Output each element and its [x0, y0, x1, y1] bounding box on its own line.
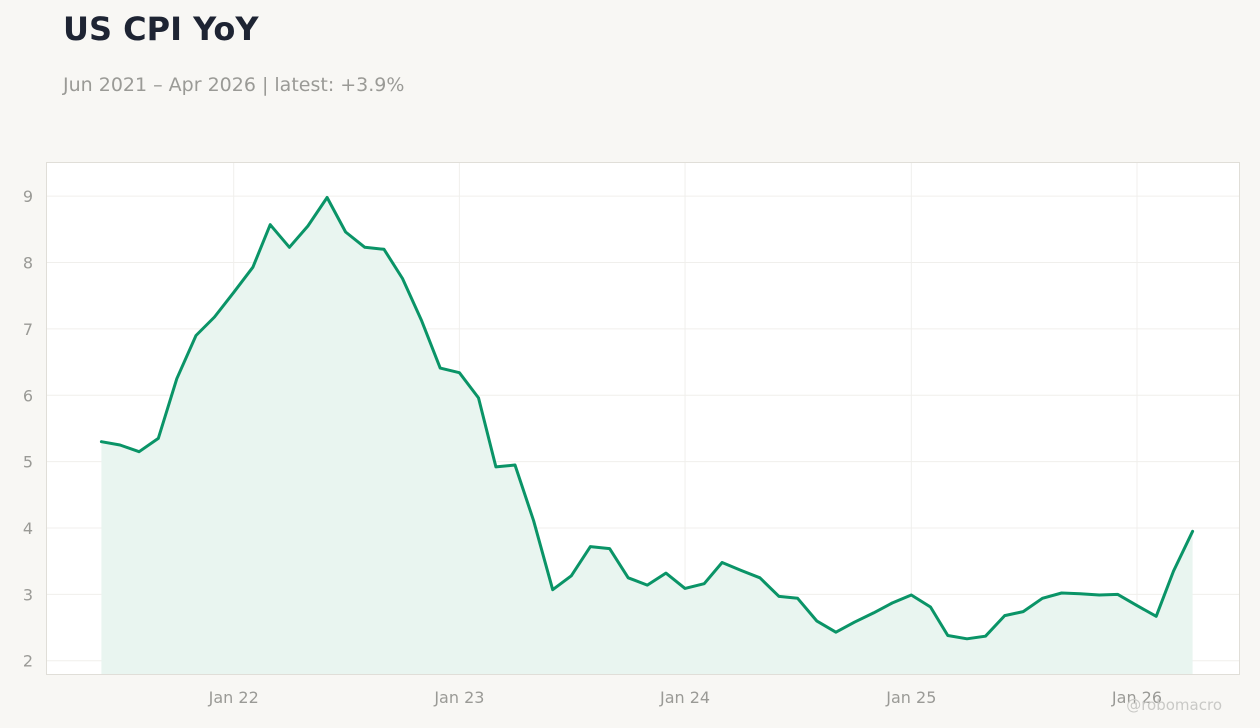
data-point: [439, 366, 442, 370]
x-tick-label: Jan 26: [1111, 688, 1162, 707]
data-point: [477, 396, 480, 400]
data-point: [532, 519, 535, 522]
data-point: [1172, 569, 1175, 573]
data-point: [1155, 615, 1158, 618]
cpi-area-fill: [101, 197, 1193, 674]
data-point: [1078, 592, 1082, 595]
data-point: [627, 576, 630, 579]
data-point: [796, 597, 799, 600]
x-tick-label: Jan 25: [885, 688, 936, 707]
data-point: [965, 637, 969, 640]
data-point: [1003, 614, 1006, 617]
data-point: [1116, 593, 1120, 596]
data-point: [269, 223, 272, 226]
data-point: [344, 230, 347, 234]
data-point: [984, 635, 987, 638]
data-point: [306, 224, 310, 228]
y-tick-label: 6: [23, 386, 33, 405]
data-point: [758, 576, 762, 579]
data-point: [382, 248, 386, 251]
data-point: [1060, 591, 1063, 595]
y-tick-label: 8: [23, 254, 33, 273]
y-axis-ticks: 2 3 4 5 6 7 8 9: [23, 187, 33, 671]
data-point: [458, 371, 461, 374]
y-tick-label: 9: [23, 187, 33, 206]
data-point: [570, 574, 573, 577]
data-point: [1191, 530, 1194, 533]
y-tick-label: 3: [23, 585, 33, 604]
data-point: [703, 582, 706, 585]
data-point: [551, 588, 554, 591]
data-point: [1041, 597, 1044, 600]
data-point: [194, 334, 198, 337]
data-point: [513, 463, 517, 467]
data-point: [646, 583, 649, 587]
data-point: [834, 631, 838, 634]
y-tick-label: 5: [23, 453, 33, 472]
data-point: [1135, 604, 1139, 607]
data-point: [363, 246, 366, 249]
data-point: [494, 465, 498, 469]
data-point: [720, 561, 724, 564]
data-point: [288, 246, 291, 249]
data-point: [213, 315, 216, 319]
series-layer: [99, 196, 1195, 674]
x-tick-label: Jan 23: [433, 688, 484, 707]
chart-title: US CPI YoY: [63, 10, 259, 48]
data-point: [118, 443, 122, 447]
data-point: [251, 266, 255, 269]
data-point: [853, 621, 856, 624]
data-point: [157, 437, 160, 440]
data-point: [175, 377, 178, 380]
data-point: [891, 601, 894, 605]
data-point: [777, 595, 781, 598]
x-tick-label: Jan 22: [208, 688, 259, 707]
chart-subtitle: Jun 2021 – Apr 2026 | latest: +3.9%: [63, 74, 405, 96]
y-tick-label: 7: [23, 320, 33, 339]
data-point: [232, 291, 235, 294]
watermark: @robomacro: [1126, 696, 1222, 714]
y-tick-label: 4: [23, 519, 33, 538]
data-point: [740, 569, 743, 572]
data-point: [1022, 610, 1025, 613]
y-tick-label: 2: [23, 652, 33, 671]
data-point: [872, 611, 875, 615]
data-point: [401, 277, 404, 280]
data-point: [100, 440, 103, 443]
data-point: [1098, 593, 1101, 597]
data-point: [815, 619, 818, 623]
data-point: [589, 545, 592, 548]
data-point: [946, 634, 949, 637]
x-tick-label: Jan 24: [659, 688, 710, 707]
data-point: [325, 196, 329, 199]
data-point: [929, 605, 932, 609]
data-point: [910, 593, 913, 597]
data-point: [664, 571, 668, 575]
data-point: [137, 450, 141, 453]
data-point: [420, 319, 423, 323]
data-point: [608, 547, 611, 550]
data-point: [683, 587, 687, 590]
x-axis-ticks: Jan 22 Jan 23 Jan 24 Jan 25 Jan 26: [208, 688, 1162, 707]
